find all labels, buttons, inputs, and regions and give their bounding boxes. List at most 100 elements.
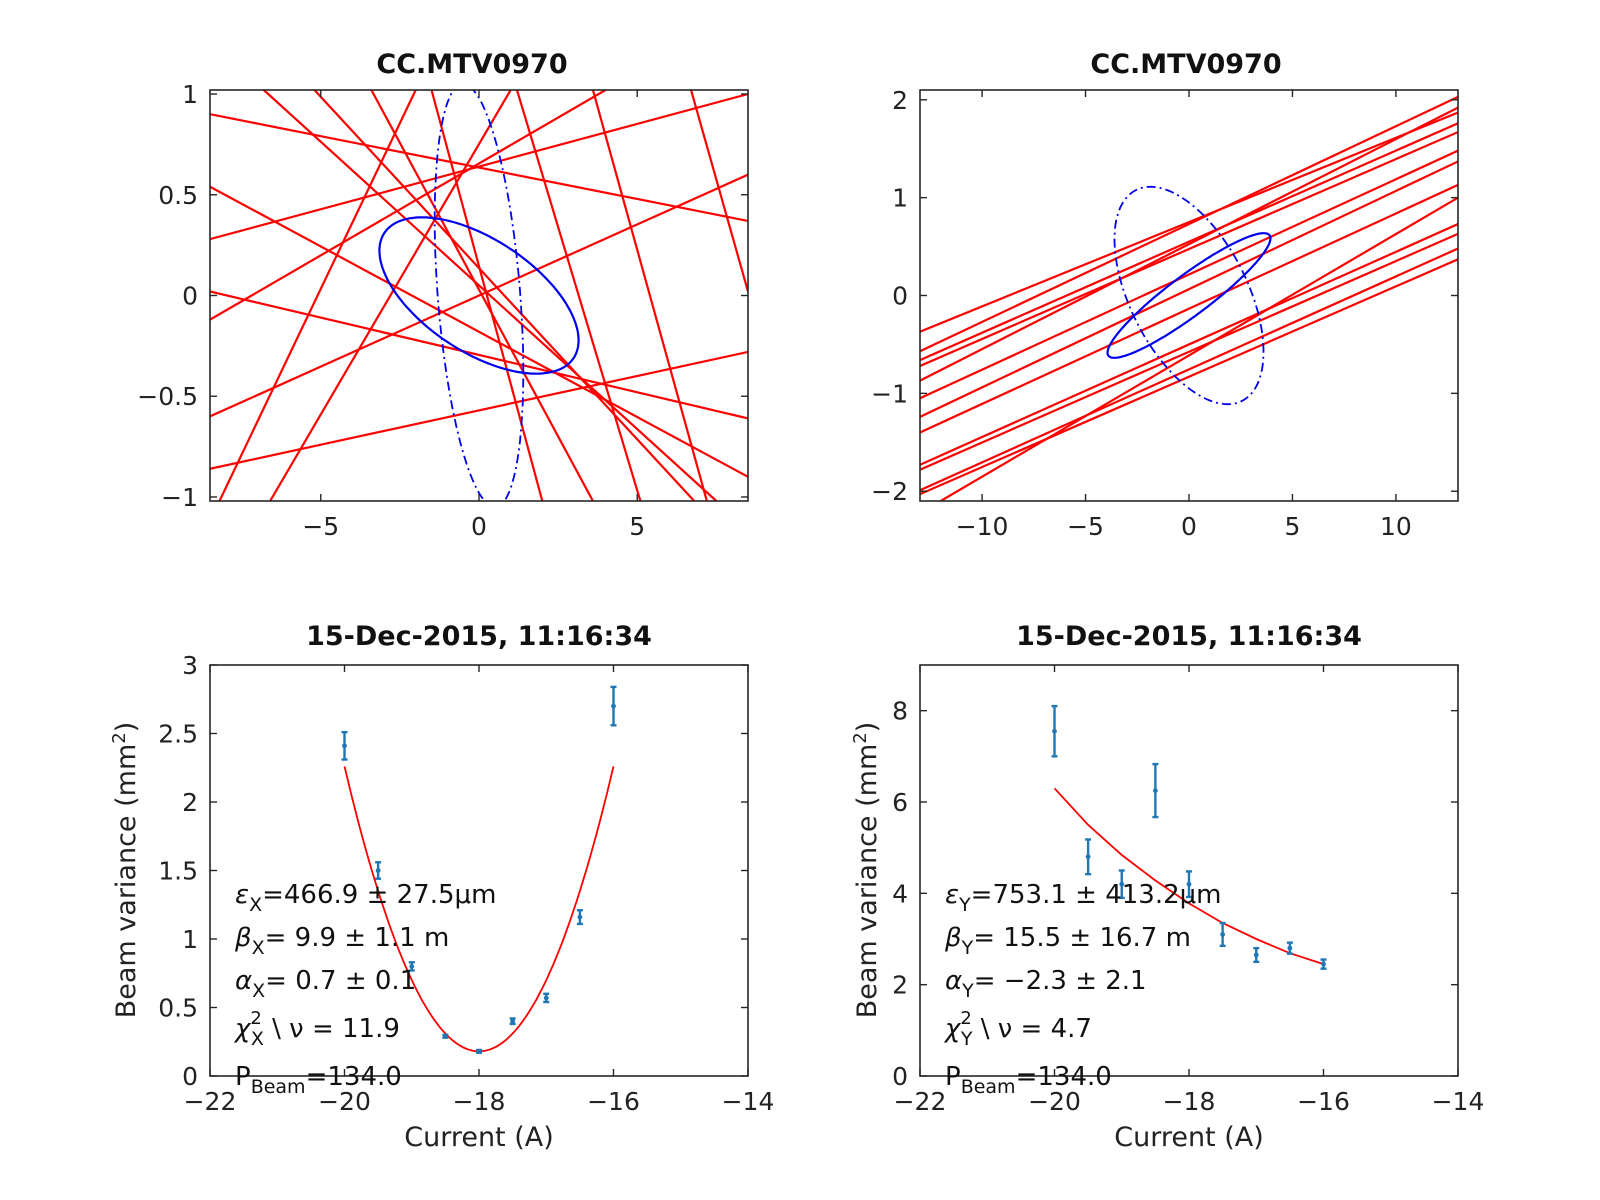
x-tick-label: −20 — [1028, 1087, 1081, 1116]
data-point — [442, 1033, 448, 1039]
x-tick-label: 0 — [471, 512, 487, 541]
y-tick-label: −1 — [161, 483, 198, 512]
y-axis-label: Beam variance (mm2) — [109, 722, 142, 1019]
x-tick-label: 5 — [629, 512, 645, 541]
data-point — [1287, 945, 1293, 951]
phase-space-line — [940, 196, 1458, 501]
y-tick-label: 0 — [892, 282, 908, 311]
phase-space-line — [920, 223, 1458, 466]
phase-space-line — [210, 185, 748, 478]
beam-ellipse — [378, 216, 580, 375]
data-point — [611, 703, 616, 709]
data-point — [1253, 952, 1259, 958]
beam-ellipse — [1106, 232, 1272, 359]
y-tick-label: 1 — [182, 925, 198, 954]
y-tick-label: 2 — [892, 971, 908, 1000]
y-tick-label: 0 — [182, 1062, 198, 1091]
fit-annotation: εY=753.1 ± 413.2μm βY= 15.5 ± 16.7 m αY=… — [943, 880, 1222, 1098]
y-tick-label: 2.5 — [158, 720, 198, 749]
chart-title: CC.MTV0970 — [376, 49, 567, 80]
phase-space-line — [920, 258, 1458, 496]
x-tick-label: 10 — [1380, 512, 1412, 541]
phase-space-line — [920, 247, 1458, 492]
fit-annotation: εX=466.9 ± 27.5μm βX= 9.9 ± 1.1 m αX= 0.… — [233, 880, 496, 1098]
beta-text: βX= 9.9 ± 1.1 m — [234, 923, 449, 959]
beta-text: βY= 15.5 ± 16.7 m — [944, 923, 1191, 959]
phase-space-line — [920, 106, 1458, 382]
x-tick-label: 5 — [1285, 512, 1301, 541]
beam-momentum-text: PBeam=134.0 — [235, 1062, 402, 1098]
phase-space-line — [920, 131, 1458, 367]
phase-space-line — [515, 90, 642, 501]
y-tick-label: −2 — [871, 477, 908, 506]
phase-space-line — [210, 173, 748, 418]
x-tick-label: −20 — [318, 1087, 371, 1116]
data-point — [1186, 881, 1192, 887]
data-point — [375, 868, 381, 873]
y-tick-label: 0.5 — [158, 181, 198, 210]
x-tick-label: −14 — [722, 1087, 775, 1116]
phase-space-line — [210, 290, 748, 420]
y-tick-label: −1 — [871, 379, 908, 408]
y-tick-label: 1.5 — [158, 857, 198, 886]
phase-space-line — [920, 111, 1458, 333]
phase-space-line — [370, 90, 594, 501]
y-tick-label: −0.5 — [137, 382, 198, 411]
y-tick-label: 2 — [892, 86, 908, 115]
y-tick-label: 0.5 — [158, 994, 198, 1023]
phase-space-line — [689, 90, 748, 292]
phase-space-line — [920, 183, 1458, 434]
y-tick-label: 0 — [892, 1062, 908, 1091]
reference-ellipse — [1113, 185, 1265, 406]
phase-space-line — [210, 92, 748, 241]
x-tick-label: −18 — [453, 1087, 506, 1116]
y-axis-label: Beam variance (mm2) — [850, 722, 883, 1019]
y-tick-label: 8 — [892, 697, 908, 726]
x-tick-label: −14 — [1432, 1087, 1485, 1116]
data-point — [1052, 728, 1057, 734]
phase-space-line — [430, 90, 544, 501]
data-point — [577, 914, 583, 920]
chart-title: CC.MTV0970 — [1090, 49, 1281, 80]
x-tick-label: −18 — [1163, 1087, 1216, 1116]
data-point — [476, 1048, 482, 1054]
chart-title: 15-Dec-2015, 11:16:34 — [306, 621, 652, 652]
reference-ellipse — [433, 90, 525, 501]
data-point — [510, 1018, 516, 1024]
phase-space-line — [269, 90, 512, 501]
chart-title: 15-Dec-2015, 11:16:34 — [1016, 621, 1362, 652]
phase-space-line — [920, 149, 1458, 400]
x-axis-label: Current (A) — [1114, 1122, 1264, 1153]
data-point — [1152, 788, 1158, 793]
data-point — [1321, 961, 1326, 967]
x-axis-label: Current (A) — [404, 1122, 554, 1153]
phase-space-line — [920, 122, 1458, 362]
x-tick-label: −5 — [1067, 512, 1104, 541]
phase-space-line — [920, 95, 1458, 353]
y-tick-label: 1 — [892, 184, 908, 213]
beam-momentum-text: PBeam=134.0 — [945, 1062, 1112, 1098]
data-point — [1220, 932, 1226, 937]
chart-beam-variance-y: 15-Dec-2015, 11:16:34 −22 −20 −18 −16 −14 0 2 4… — [850, 621, 1484, 1153]
x-tick-label: −16 — [1297, 1087, 1350, 1116]
x-tick-label: −22 — [894, 1087, 947, 1116]
x-tick-label: −16 — [587, 1087, 640, 1116]
chi-squared-text: χ2 X \ ν = 11.9 — [233, 1008, 400, 1050]
x-tick-label: −22 — [184, 1087, 237, 1116]
emittance-text: εY=753.1 ± 413.2μm — [945, 880, 1222, 916]
y-tick-label: 6 — [892, 788, 908, 817]
y-tick-label: 3 — [182, 651, 198, 680]
data-point — [543, 995, 549, 1001]
y-tick-label: 1 — [182, 80, 198, 109]
y-tick-label: 0 — [182, 282, 198, 311]
alpha-text: αX= 0.7 ± 0.1 — [235, 966, 416, 1002]
phase-space-line — [210, 90, 607, 321]
phase-space-line — [591, 90, 708, 501]
chart-beam-variance-x: 15-Dec-2015, 11:16:34 −22 −20 −18 −16 −14 0 0.… — [109, 621, 774, 1153]
phase-space-line — [263, 90, 718, 501]
data-point — [1119, 881, 1125, 887]
x-tick-label: 0 — [1181, 512, 1197, 541]
chi-squared-text: χ2 Y \ ν = 4.7 — [943, 1008, 1092, 1050]
